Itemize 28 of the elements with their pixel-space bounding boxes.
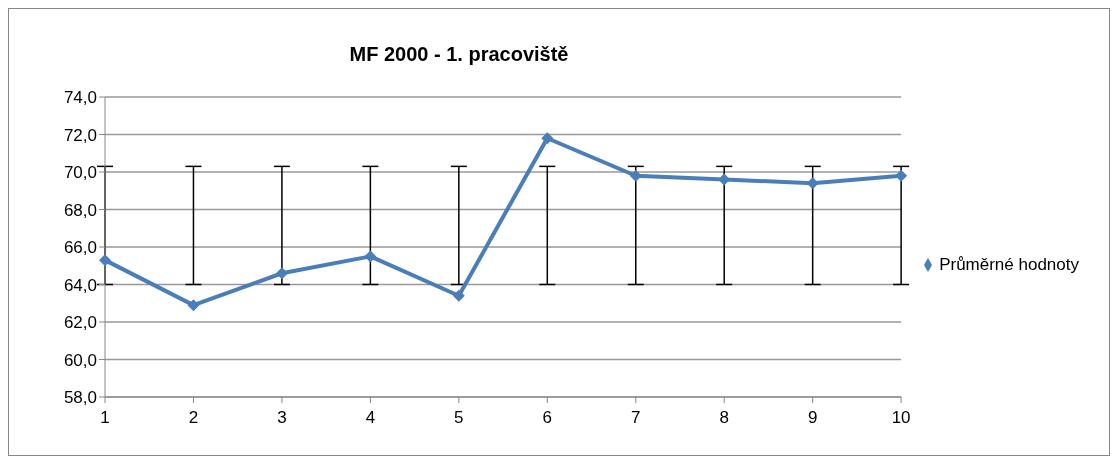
y-tick-label: 58,0 bbox=[63, 388, 97, 408]
y-tick-label: 70,0 bbox=[63, 163, 97, 183]
y-tick-label: 62,0 bbox=[63, 313, 97, 333]
point bbox=[895, 169, 908, 182]
legend-label: Průměrné hodnoty bbox=[939, 254, 1079, 274]
chart-title: MF 2000 - 1. pracoviště bbox=[348, 43, 570, 66]
point bbox=[364, 250, 377, 263]
point bbox=[99, 254, 111, 267]
x-tick-label: 7 bbox=[631, 408, 641, 428]
x-tick-label: 2 bbox=[188, 408, 199, 428]
y-tick-label: 72,0 bbox=[63, 125, 97, 145]
x-tick-label: 1 bbox=[100, 408, 110, 428]
x-tick-label: 3 bbox=[277, 408, 287, 428]
x-tick-label: 5 bbox=[454, 408, 464, 428]
y-tick-label: 74,0 bbox=[63, 88, 97, 108]
x-tick-label: 10 bbox=[891, 408, 911, 428]
point bbox=[541, 132, 554, 145]
y-tick-label: 66,0 bbox=[63, 238, 97, 258]
x-tick-label: 6 bbox=[542, 408, 553, 428]
x-tick-label: 4 bbox=[365, 408, 376, 428]
y-tick-label: 64,0 bbox=[63, 275, 97, 295]
y-tick-label: 60,0 bbox=[63, 350, 97, 370]
point bbox=[275, 267, 288, 280]
y-tick-label: 68,0 bbox=[63, 200, 97, 220]
point bbox=[452, 289, 465, 302]
point bbox=[187, 299, 200, 312]
x-tick-label: 9 bbox=[807, 408, 818, 428]
x-tick-label: 8 bbox=[719, 408, 729, 428]
